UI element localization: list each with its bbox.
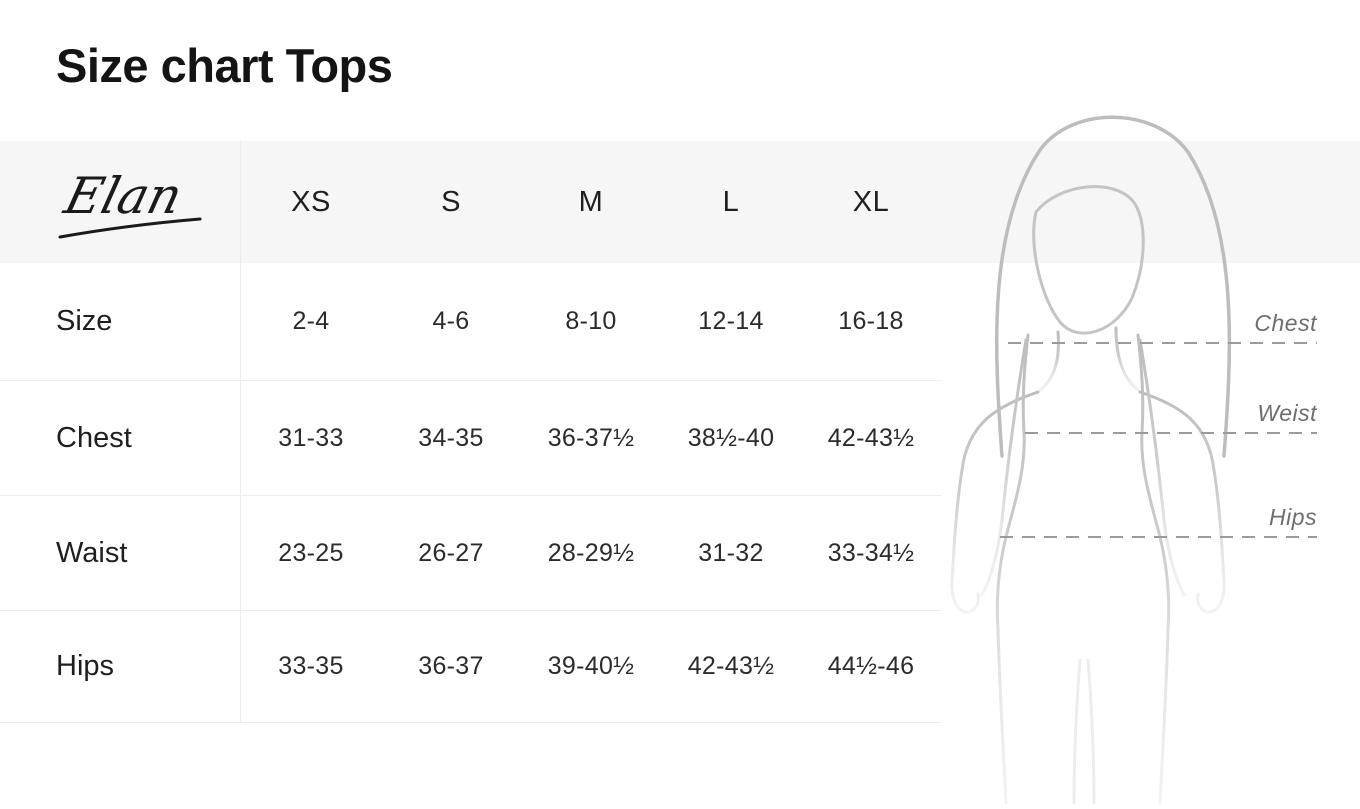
arm-left-outer xyxy=(950,390,1040,614)
elan-logo-underline xyxy=(58,217,202,239)
hips-s-value: 36-37 xyxy=(381,610,521,722)
body-figure xyxy=(940,100,1360,806)
waist-m-value: 28-29½ xyxy=(521,495,661,610)
row-label-size: Size xyxy=(0,263,241,380)
measurement-label-weist: Weist xyxy=(1257,400,1317,426)
waist-xs-value: 23-25 xyxy=(241,495,381,610)
hips-xl-value: 44½-46 xyxy=(801,610,941,722)
arm-right-outer xyxy=(1138,390,1226,614)
torso-left xyxy=(995,333,1030,806)
size-s-value: 4-6 xyxy=(432,307,470,335)
size-xl-value: 16-18 xyxy=(838,307,904,335)
column-header-xl: XL xyxy=(852,185,890,218)
woman-outline-illustration xyxy=(950,115,1317,806)
row-label-hips: Hips xyxy=(0,610,241,722)
face-outline xyxy=(1032,185,1145,335)
neck-right xyxy=(1114,326,1142,394)
hair-outline xyxy=(994,115,1232,458)
measurement-label-hips: Hips xyxy=(1268,504,1317,530)
size-m-value: 8-10 xyxy=(565,307,617,335)
chest-xs-value: 31-33 xyxy=(241,380,381,495)
row-label-waist: Waist xyxy=(0,495,241,610)
column-header-l: L xyxy=(722,185,740,218)
measurement-label-chest: Chest xyxy=(1254,310,1317,336)
arm-right-inner xyxy=(1138,338,1186,597)
chest-xl-value: 42-43½ xyxy=(801,380,941,495)
hips-l-value: 42-43½ xyxy=(661,610,801,722)
hips-m-value: 39-40½ xyxy=(521,610,661,722)
elan-logo: Elan xyxy=(58,167,202,239)
size-xs-value: 2-4 xyxy=(292,307,330,335)
size-l-value: 12-14 xyxy=(698,307,764,335)
waist-xl-value: 33-34½ xyxy=(801,495,941,610)
waist-l-value: 31-32 xyxy=(661,495,801,610)
waist-s-value: 26-27 xyxy=(381,495,521,610)
chest-m-value: 36-37½ xyxy=(521,380,661,495)
column-header-xs: XS xyxy=(291,185,331,218)
neck-left xyxy=(1036,330,1060,394)
brand-logo-cell: Elan xyxy=(0,141,241,263)
row-label-chest: Chest xyxy=(0,380,241,495)
column-header-s: S xyxy=(441,185,461,218)
page-title: Size chart Tops xyxy=(56,39,393,92)
leg-inner-left xyxy=(1072,658,1082,806)
hips-xs-value: 33-35 xyxy=(241,610,381,722)
chest-s-value: 34-35 xyxy=(381,380,521,495)
torso-right xyxy=(1136,333,1171,806)
size-chart-table: Elan XS S M L XL Size 2-4 4-6 8-10 12-14… xyxy=(0,141,941,723)
arm-left-inner xyxy=(980,338,1028,597)
leg-inner-right xyxy=(1086,658,1096,806)
chest-l-value: 38½-40 xyxy=(661,380,801,495)
column-header-m: M xyxy=(578,185,604,218)
elan-logo-text: Elan xyxy=(58,167,188,225)
